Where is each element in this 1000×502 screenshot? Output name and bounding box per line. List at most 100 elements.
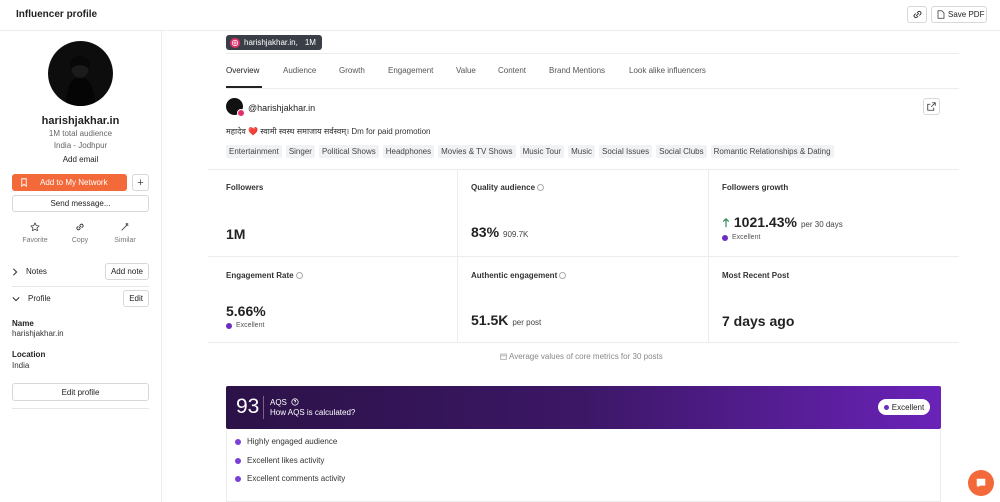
- info-icon[interactable]: [559, 272, 567, 280]
- tab-audience[interactable]: Audience: [283, 66, 317, 75]
- tab-engagement[interactable]: Engagement: [388, 66, 434, 75]
- category-tag[interactable]: Headphones: [382, 145, 435, 158]
- growth-status-text: Excellent: [732, 234, 761, 241]
- similar-action[interactable]: Similar: [102, 222, 148, 244]
- category-tag[interactable]: Romantic Relationships & Dating: [710, 145, 834, 158]
- followers-growth-value: 1021.43% per 30 days: [722, 214, 843, 230]
- quality-audience-label: Quality audience: [471, 183, 545, 192]
- average-metrics-note: Average values of core metrics for 30 po…: [163, 352, 1000, 361]
- tab-look-alike[interactable]: Look alike influencers: [629, 66, 706, 75]
- engagement-status-badge: Excellent: [226, 322, 264, 329]
- save-pdf-label: Save PDF: [948, 10, 985, 19]
- edit-profile-section-button[interactable]: Edit: [123, 290, 149, 307]
- aqs-how-calculated-link[interactable]: How AQS is calculated?: [270, 408, 356, 417]
- tab-overview[interactable]: Overview: [226, 66, 260, 75]
- category-tag[interactable]: Entertainment: [226, 145, 282, 158]
- copy-action[interactable]: Copy: [57, 222, 103, 244]
- category-tag[interactable]: Music Tour: [519, 145, 565, 158]
- category-tag[interactable]: Music: [568, 145, 595, 158]
- quality-audience-text: Quality audience: [471, 183, 536, 192]
- status-dot-icon: [883, 404, 889, 410]
- quality-audience-count: 909.7K: [503, 230, 529, 239]
- chat-support-button[interactable]: [968, 470, 994, 496]
- authentic-engagement-text: Authentic engagement: [471, 271, 558, 280]
- divider: [226, 53, 959, 54]
- category-tag[interactable]: Movies & TV Shows: [438, 145, 516, 158]
- page-title: Influencer profile: [16, 9, 98, 20]
- aqs-banner: 93 AQS How AQS is calculated? Excellent: [226, 386, 941, 429]
- edit-profile-button[interactable]: Edit profile: [12, 383, 149, 401]
- add-to-network-button[interactable]: Add to My Network: [12, 174, 127, 191]
- followers-growth-percent: 1021.43%: [733, 214, 797, 230]
- category-tag[interactable]: Political Shows: [318, 145, 379, 158]
- sidebar: harishjakhar.in 1M total audience India …: [0, 31, 162, 502]
- aqs-title-text: AQS: [270, 398, 287, 407]
- engagement-rate-label: Engagement Rate: [226, 271, 303, 280]
- magic-wand-icon: [121, 222, 129, 231]
- category-tag[interactable]: Singer: [285, 145, 315, 158]
- tab-brand-mentions[interactable]: Brand Mentions: [549, 66, 606, 75]
- engagement-rate-text: Engagement Rate: [226, 271, 294, 280]
- bullet-dot-icon: [235, 475, 241, 482]
- followers-growth-period: per 30 days: [800, 220, 843, 229]
- profile-handle[interactable]: @harishjakhar.in: [248, 103, 316, 113]
- save-pdf-button[interactable]: Save PDF: [931, 6, 987, 23]
- instagram-badge-icon: [237, 109, 245, 117]
- tab-growth[interactable]: Growth: [339, 66, 365, 75]
- name-field-value: harishjakhar.in: [12, 329, 64, 338]
- divider: [708, 169, 709, 342]
- pill-count: 1M: [304, 38, 316, 47]
- favorite-action[interactable]: Favorite: [12, 222, 58, 244]
- tab-content[interactable]: Content: [498, 66, 527, 75]
- calendar-icon: [500, 353, 507, 360]
- engagement-rate-value: 5.66%: [226, 303, 266, 319]
- aqs-score: 93: [236, 395, 260, 418]
- send-message-button[interactable]: Send message...: [12, 195, 149, 212]
- authentic-engagement-unit: per post: [512, 318, 542, 327]
- profile-label: Profile: [28, 294, 51, 303]
- link-icon: [76, 223, 84, 231]
- add-email-link[interactable]: Add email: [62, 155, 99, 164]
- aqs-item: Highly engaged audience: [235, 437, 337, 446]
- notes-label: Notes: [26, 267, 47, 276]
- avatar: [48, 41, 113, 106]
- category-tag[interactable]: Social Issues: [598, 145, 653, 158]
- divider: [208, 342, 959, 343]
- aqs-item-text: Excellent likes activity: [247, 456, 325, 465]
- info-icon[interactable]: [537, 184, 545, 192]
- chat-icon: [976, 478, 986, 488]
- document-icon: [937, 10, 945, 19]
- influencer-name: harishjakhar.in: [41, 115, 120, 127]
- add-note-button[interactable]: Add note: [104, 263, 149, 280]
- info-icon[interactable]: [295, 272, 303, 280]
- category-tag[interactable]: Social Clubs: [656, 145, 707, 158]
- divider: [208, 169, 959, 170]
- add-to-network-label: Add to My Network: [40, 178, 108, 187]
- chevron-down-icon: [12, 296, 20, 301]
- aqs-item: Excellent likes activity: [235, 456, 324, 465]
- question-icon[interactable]: [291, 398, 299, 406]
- total-audience: 1M total audience: [48, 129, 113, 138]
- bullet-dot-icon: [235, 457, 241, 464]
- profile-section[interactable]: Profile Edit: [12, 290, 149, 307]
- handle-pill[interactable]: harishjakhar.in, 1M: [226, 35, 322, 50]
- divider: [12, 408, 149, 409]
- external-link-icon: [927, 102, 936, 111]
- notes-section[interactable]: Notes Add note: [12, 263, 149, 280]
- bookmark-icon: [21, 178, 27, 187]
- status-dot-icon: [226, 322, 232, 329]
- authentic-engagement-number: 51.5K: [471, 312, 509, 328]
- open-external-button[interactable]: [923, 98, 940, 115]
- add-list-button[interactable]: +: [132, 174, 149, 191]
- engagement-status-text: Excellent: [236, 322, 265, 329]
- bullet-dot-icon: [235, 438, 241, 445]
- status-dot-icon: [722, 234, 728, 241]
- divider: [263, 396, 264, 419]
- plus-icon: +: [137, 176, 144, 189]
- tab-value[interactable]: Value: [456, 66, 476, 75]
- divider: [457, 169, 458, 342]
- location-field-value: India: [12, 361, 30, 370]
- followers-value: 1M: [226, 226, 246, 242]
- copy-link-button[interactable]: [907, 6, 927, 23]
- main-content: harishjakhar.in, 1M Overview Audience Gr…: [163, 31, 1000, 502]
